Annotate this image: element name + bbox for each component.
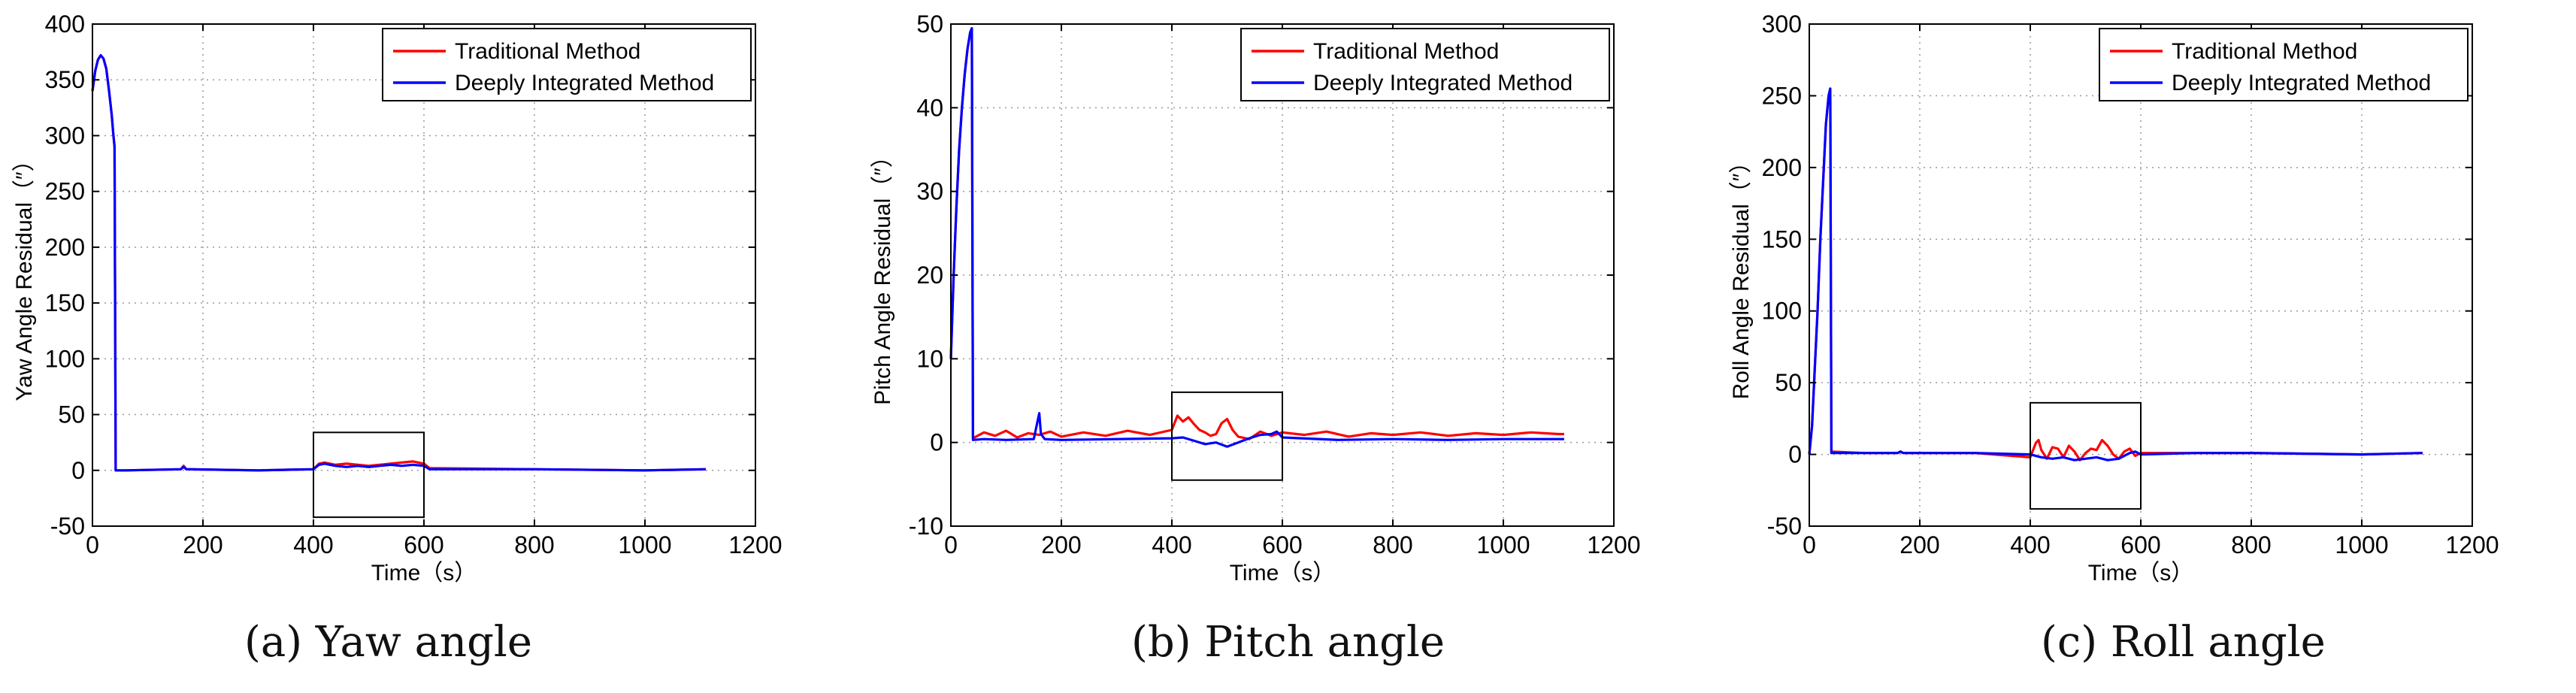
- y-tick-label: -50: [50, 513, 85, 540]
- panel-yaw: 0 200 400 600 800 1000 1200 -50 0 50 100 150 200 250 3…: [0, 0, 857, 601]
- y-tick-label: 300: [1762, 11, 1802, 38]
- y-tick-label: 50: [916, 11, 943, 38]
- y-tick-label: 0: [1788, 441, 1802, 468]
- legend-label-1: Deeply Integrated Method: [1313, 71, 1573, 95]
- series-line-1: [91, 53, 706, 472]
- y-tick-label: 400: [45, 11, 85, 38]
- x-tick-label: 800: [1373, 531, 1412, 558]
- x-tick-label: 1200: [1587, 531, 1640, 558]
- y-tick-label: -10: [909, 513, 943, 540]
- x-tick-label: 800: [2231, 531, 2271, 558]
- x-tick-label: 600: [2120, 531, 2160, 558]
- chart-pitch: 0 200 400 600 800 1000 1200-1001020304050Time（…: [870, 11, 1641, 586]
- legend-label-0: Traditional Method: [455, 39, 640, 64]
- y-tick-label: 100: [1762, 298, 1802, 325]
- panel-roll: 0 200 400 600 800 1000 1200 -50 0 50 100 150 200 250 3…: [1717, 0, 2574, 601]
- x-tick-label: 200: [1041, 531, 1081, 558]
- x-tick-label: 400: [293, 531, 333, 558]
- y-tick-label: 50: [1775, 369, 1802, 396]
- y-tick-label: 250: [1762, 82, 1802, 109]
- x-tick-label: 600: [404, 531, 443, 558]
- y-tick-label: 10: [916, 345, 943, 372]
- y-tick-label: 50: [58, 401, 85, 428]
- x-axis-label: Time（s）: [371, 561, 477, 586]
- legend-label-0: Traditional Method: [1313, 39, 1499, 64]
- x-tick-label: 600: [1262, 531, 1302, 558]
- y-tick-label: 30: [916, 178, 943, 205]
- y-tick-label: 40: [916, 94, 943, 121]
- y-tick-label: 150: [1762, 225, 1802, 253]
- x-tick-label: 200: [1899, 531, 1939, 558]
- legend-box: [1240, 28, 1610, 101]
- y-tick-label: 150: [45, 289, 85, 316]
- legend-label-0: Traditional Method: [2172, 39, 2357, 64]
- y-tick-label: 350: [45, 66, 85, 93]
- panel-pitch: 0 200 400 600 800 1000 1200 -10 0 10 20 30 40 50 Time（…: [858, 0, 1715, 601]
- y-tick-label: 0: [71, 457, 85, 484]
- x-tick-label: 800: [514, 531, 554, 558]
- zoom-box: [313, 431, 425, 519]
- x-tick-label: 0: [944, 531, 958, 558]
- chart-roll: 0 200 400 600 800 1000 1200-500501001502002503…: [1729, 11, 2499, 586]
- x-tick-label: 0: [86, 531, 99, 558]
- x-tick-label: 400: [1152, 531, 1191, 558]
- caption-yaw: (a) Yaw angle: [244, 618, 532, 667]
- x-tick-label: 1200: [2445, 531, 2499, 558]
- caption-roll: (c) Roll angle: [2041, 618, 2326, 667]
- y-tick-label: 300: [45, 122, 85, 149]
- x-tick-label: 1000: [2335, 531, 2388, 558]
- chart-yaw: 0 200 400 600 800 1000 1200-500501001502002503…: [12, 11, 782, 586]
- y-tick-label: -50: [1767, 513, 1802, 540]
- y-tick-label: 200: [1762, 154, 1802, 181]
- zoom-box: [2030, 401, 2142, 510]
- x-tick-label: 1000: [618, 531, 671, 558]
- x-tick-label: 1000: [1476, 531, 1530, 558]
- y-tick-label: 0: [930, 429, 943, 456]
- caption-pitch: (b) Pitch angle: [1131, 618, 1445, 667]
- series-line-1: [949, 26, 1564, 448]
- x-axis-label: Time（s）: [2088, 561, 2194, 586]
- x-tick-label: 1200: [728, 531, 782, 558]
- x-tick-label: 400: [2010, 531, 2050, 558]
- y-tick-label: 20: [916, 262, 943, 289]
- legend-label-1: Deeply Integrated Method: [455, 71, 714, 95]
- y-axis-label: Pitch Angle Residual（″）: [870, 145, 895, 405]
- y-tick-label: 100: [45, 345, 85, 372]
- legend-box: [382, 28, 752, 101]
- y-axis-label: Roll Angle Residual（″）: [1729, 151, 1754, 400]
- x-axis-label: Time（s）: [1230, 561, 1336, 586]
- legend-label-1: Deeply Integrated Method: [2172, 71, 2431, 95]
- legend-box: [2099, 28, 2469, 101]
- y-tick-label: 250: [45, 178, 85, 205]
- zoom-box: [1171, 391, 1283, 481]
- x-tick-label: 200: [183, 531, 222, 558]
- x-tick-label: 0: [1803, 531, 1816, 558]
- y-tick-label: 200: [45, 234, 85, 261]
- y-axis-label: Yaw Angle Residual（″）: [12, 149, 37, 401]
